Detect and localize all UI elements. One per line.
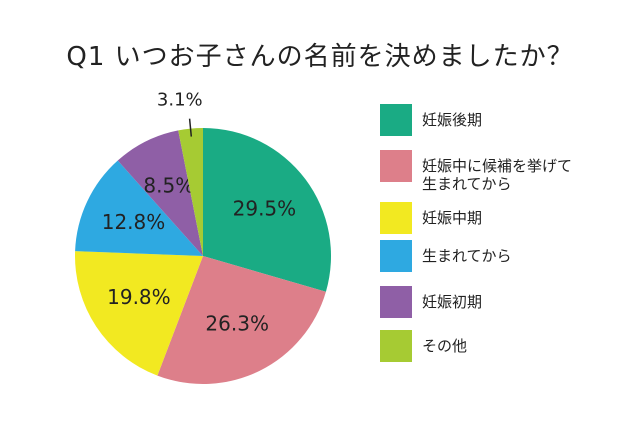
pie-slice [117, 130, 203, 256]
legend-item: 生まれてから [380, 240, 622, 272]
legend-item: 妊娠初期 [380, 286, 622, 318]
legend-item: 妊娠中に候補を挙げて 生まれてから [380, 150, 622, 193]
pie-slice [203, 128, 332, 292]
legend-swatch [380, 240, 412, 272]
chart-title: Q1 いつお子さんの名前を決めましたか？ [66, 42, 574, 72]
legend-item: その他 [380, 330, 622, 362]
pie-slice [75, 160, 203, 256]
legend-label: その他 [422, 337, 468, 355]
slice-label: 29.5% [233, 196, 297, 220]
legend-item: 妊娠後期 [380, 104, 622, 136]
leader-line [188, 118, 193, 137]
slice-label: 3.1% [157, 90, 203, 111]
pie-slice [178, 128, 203, 256]
slice-label: 12.8% [102, 210, 166, 234]
pie-slice [74, 251, 203, 376]
legend-swatch [380, 202, 412, 234]
pie-slice [157, 256, 326, 384]
legend-label: 妊娠中に候補を挙げて 生まれてから [422, 157, 573, 193]
slice-label: 26.3% [205, 311, 269, 335]
legend-label: 妊娠初期 [422, 293, 483, 311]
slice-label: 19.8% [107, 285, 171, 309]
legend-item: 妊娠中期 [380, 202, 622, 234]
legend-label: 生まれてから [422, 247, 512, 265]
legend-swatch [380, 150, 412, 182]
legend-label: 妊娠後期 [422, 111, 483, 129]
legend-label: 妊娠中期 [422, 209, 483, 227]
slice-label: 8.5% [143, 174, 194, 198]
legend-swatch [380, 104, 412, 136]
legend-swatch [380, 286, 412, 318]
legend-swatch [380, 330, 412, 362]
